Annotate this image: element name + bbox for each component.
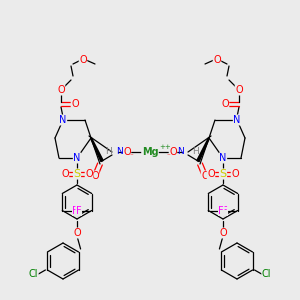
Text: ++: ++ <box>159 144 171 150</box>
Text: O: O <box>71 99 79 109</box>
Text: O: O <box>201 171 209 181</box>
Polygon shape <box>197 138 209 161</box>
Text: N: N <box>116 148 123 157</box>
Text: O: O <box>79 55 87 65</box>
Text: H: H <box>105 148 112 157</box>
Polygon shape <box>91 138 103 161</box>
Text: O: O <box>123 147 131 157</box>
Text: F: F <box>218 206 224 215</box>
Text: O: O <box>231 169 239 179</box>
Text: O: O <box>85 169 93 179</box>
Text: N: N <box>233 115 241 125</box>
Text: O: O <box>57 85 65 95</box>
Text: S: S <box>219 169 226 179</box>
Text: ⁻: ⁻ <box>166 153 170 159</box>
Text: O: O <box>61 169 69 179</box>
Text: O: O <box>91 171 99 181</box>
Text: O: O <box>207 169 215 179</box>
Text: O: O <box>213 55 221 65</box>
Text: F: F <box>222 206 227 215</box>
Text: S: S <box>74 169 81 179</box>
Text: Mg: Mg <box>142 147 158 157</box>
Text: F: F <box>73 206 78 215</box>
Text: N: N <box>177 148 184 157</box>
Text: N: N <box>219 153 227 163</box>
Text: Cl: Cl <box>262 269 271 279</box>
Text: Cl: Cl <box>29 269 38 279</box>
Text: O: O <box>235 85 243 95</box>
Text: N: N <box>59 115 67 125</box>
Text: O: O <box>73 228 81 238</box>
Text: F: F <box>76 206 82 215</box>
Text: H: H <box>192 148 199 157</box>
Text: ⁻: ⁻ <box>130 153 134 159</box>
Text: O: O <box>219 228 227 238</box>
Text: O: O <box>221 99 229 109</box>
Text: O: O <box>169 147 177 157</box>
Text: N: N <box>73 153 81 163</box>
